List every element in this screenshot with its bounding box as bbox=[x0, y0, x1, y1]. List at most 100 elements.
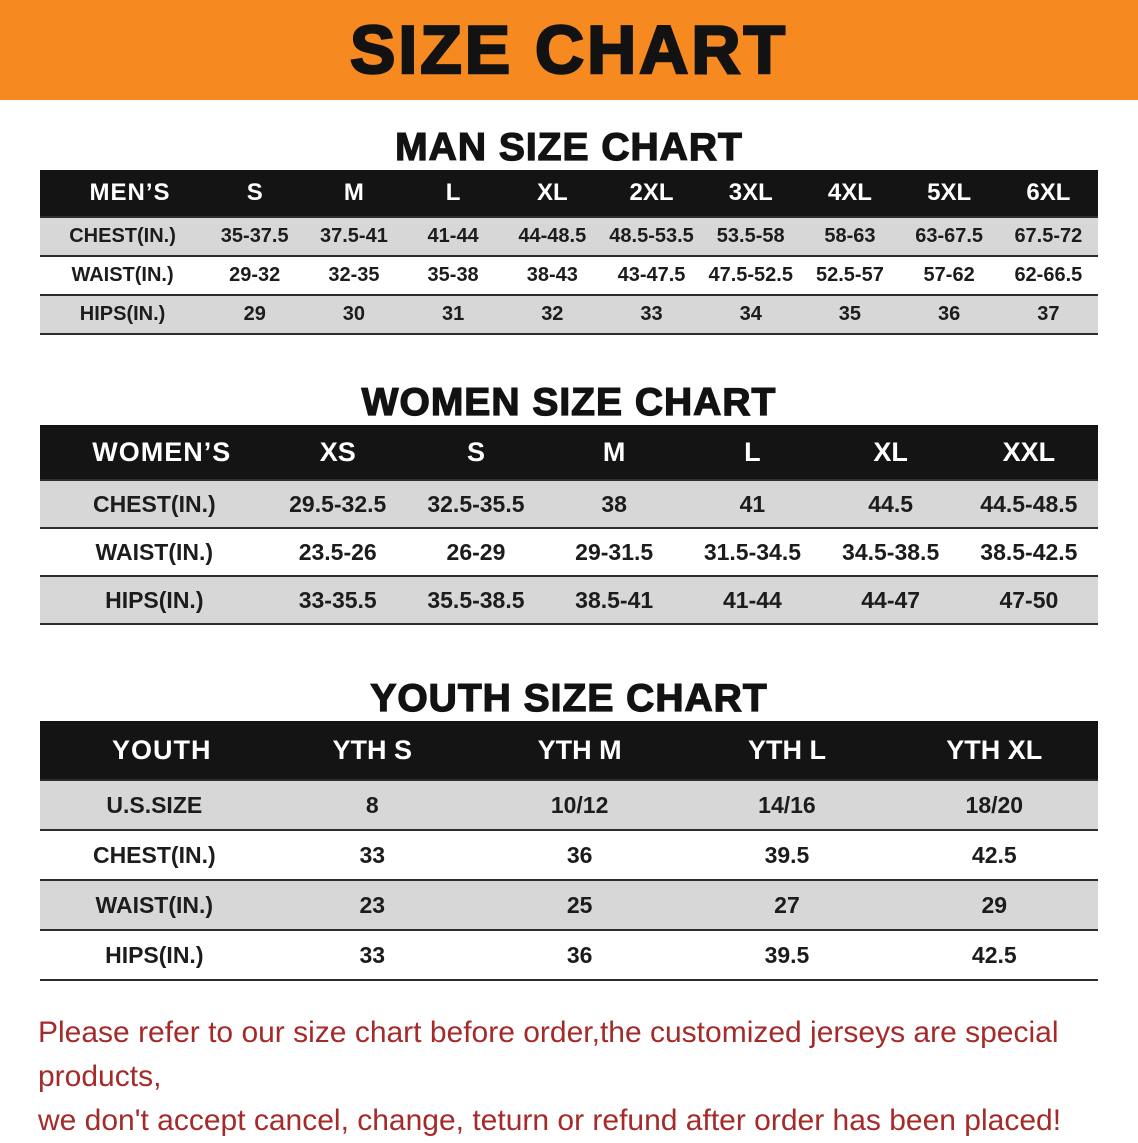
women-row-label: HIPS(IN.) bbox=[40, 575, 269, 624]
youth-row-label: U.S.SIZE bbox=[40, 779, 269, 830]
men-size-value-cell: 35-37.5 bbox=[205, 216, 305, 256]
women-table-header-row: WOMEN’S XS S M L XL XXL bbox=[40, 425, 1098, 480]
youth-measurement-row: WAIST(IN.) 23 25 27 29 bbox=[40, 879, 1098, 930]
women-size-value-cell: 44.5 bbox=[821, 479, 960, 528]
men-size-value-cell: 44-48.5 bbox=[502, 216, 602, 256]
women-measurement-row: CHEST(IN.) 29.5-32.5 32.5-35.5 38 41 44.5 44.5… bbox=[40, 479, 1098, 528]
women-size-value-cell: 38.5-42.5 bbox=[959, 527, 1098, 576]
men-row-label: CHEST(IN.) bbox=[40, 216, 206, 256]
men-size-value-cell: 62-66.5 bbox=[998, 255, 1098, 295]
men-size-value-cell: 47.5-52.5 bbox=[701, 255, 801, 295]
footer-disclaimer-line1: Please refer to our size chart before or… bbox=[38, 1016, 1059, 1093]
men-size-value-cell: 29 bbox=[205, 294, 305, 334]
footer-disclaimer: Please refer to our size chart before or… bbox=[38, 1011, 1114, 1143]
men-measurement-row: CHEST(IN.) 35-37.5 37.5-41 41-44 44-48.5 48.5… bbox=[40, 216, 1098, 256]
women-size-column-header: XXL bbox=[959, 425, 1098, 480]
men-size-value-cell: 41-44 bbox=[403, 216, 503, 256]
men-size-value-cell: 34 bbox=[701, 294, 801, 334]
youth-size-value-cell: 36 bbox=[475, 929, 684, 980]
youth-size-value-cell: 8 bbox=[268, 779, 476, 830]
men-size-value-cell: 48.5-53.5 bbox=[601, 216, 702, 256]
women-size-value-cell: 31.5-34.5 bbox=[683, 527, 822, 576]
women-size-column-header: S bbox=[406, 425, 546, 480]
women-size-table: WOMEN’S XS S M L XL XXL CHEST(IN.) 29.5-32.5 32.5… bbox=[40, 425, 1098, 625]
youth-row-label: WAIST(IN.) bbox=[40, 879, 269, 930]
men-measurement-row: WAIST(IN.) 29-32 32-35 35-38 38-43 43-47.5 47.… bbox=[40, 255, 1098, 295]
youth-size-value-cell: 42.5 bbox=[890, 829, 1098, 880]
men-size-value-cell: 29-32 bbox=[205, 255, 305, 295]
men-size-value-cell: 43-47.5 bbox=[601, 255, 702, 295]
youth-size-value-cell: 14/16 bbox=[683, 779, 891, 830]
youth-size-value-cell: 42.5 bbox=[890, 929, 1098, 980]
youth-size-column-header: YTH S bbox=[268, 721, 476, 780]
men-row-label: WAIST(IN.) bbox=[40, 255, 206, 295]
youth-table-header-row: YOUTH YTH S YTH M YTH L YTH XL bbox=[40, 721, 1098, 780]
youth-size-column-header: YTH M bbox=[475, 721, 684, 780]
men-size-value-cell: 30 bbox=[304, 294, 404, 334]
women-size-value-cell: 47-50 bbox=[959, 575, 1098, 624]
women-size-column-header: XS bbox=[268, 425, 407, 480]
youth-size-value-cell: 39.5 bbox=[683, 829, 891, 880]
men-row-label: HIPS(IN.) bbox=[40, 294, 206, 334]
youth-size-value-cell: 23 bbox=[268, 879, 476, 930]
men-table-title: MEN’S bbox=[40, 170, 206, 217]
youth-size-value-cell: 33 bbox=[268, 829, 476, 880]
men-size-value-cell: 58-63 bbox=[800, 216, 900, 256]
men-size-value-cell: 32 bbox=[502, 294, 602, 334]
men-size-column-header: 6XL bbox=[998, 170, 1098, 217]
youth-size-value-cell: 25 bbox=[475, 879, 684, 930]
men-table-header-row: MEN’S S M L XL 2XL 3XL 4XL 5XL 6XL bbox=[40, 170, 1098, 217]
men-size-column-header: XL bbox=[502, 170, 602, 217]
men-measurement-row: HIPS(IN.) 29 30 31 32 33 34 35 36 37 bbox=[40, 294, 1098, 334]
men-size-column-header: L bbox=[403, 170, 503, 217]
women-size-column-header: L bbox=[683, 425, 822, 480]
women-section-heading: WOMEN SIZE CHART bbox=[361, 380, 777, 424]
men-size-value-cell: 67.5-72 bbox=[998, 216, 1098, 256]
women-size-value-cell: 35.5-38.5 bbox=[406, 575, 546, 624]
youth-size-value-cell: 33 bbox=[268, 929, 476, 980]
men-size-value-cell: 35 bbox=[800, 294, 900, 334]
men-size-column-header: 5XL bbox=[899, 170, 999, 217]
women-size-value-cell: 29-31.5 bbox=[545, 527, 684, 576]
women-measurement-row: WAIST(IN.) 23.5-26 26-29 29-31.5 31.5-34.5 34… bbox=[40, 527, 1098, 576]
women-size-column-header: XL bbox=[821, 425, 960, 480]
youth-size-value-cell: 27 bbox=[683, 879, 891, 930]
youth-row-label: HIPS(IN.) bbox=[40, 929, 269, 980]
women-size-value-cell: 34.5-38.5 bbox=[821, 527, 960, 576]
youth-size-value-cell: 39.5 bbox=[683, 929, 891, 980]
women-table-title: WOMEN’S bbox=[40, 425, 269, 480]
men-size-table: MEN’S S M L XL 2XL 3XL 4XL 5XL 6XL CHEST(IN.) 35-37… bbox=[40, 170, 1098, 335]
men-size-value-cell: 31 bbox=[403, 294, 503, 334]
men-size-value-cell: 36 bbox=[899, 294, 999, 334]
men-size-value-cell: 52.5-57 bbox=[800, 255, 900, 295]
women-size-value-cell: 23.5-26 bbox=[268, 527, 407, 576]
youth-size-column-header: YTH XL bbox=[890, 721, 1098, 780]
youth-measurement-row: CHEST(IN.) 33 36 39.5 42.5 bbox=[40, 829, 1098, 880]
youth-row-label: CHEST(IN.) bbox=[40, 829, 269, 880]
women-size-value-cell: 38.5-41 bbox=[545, 575, 684, 624]
women-size-value-cell: 44-47 bbox=[821, 575, 960, 624]
men-size-value-cell: 53.5-58 bbox=[701, 216, 801, 256]
page-title: SIZE CHART bbox=[349, 12, 788, 88]
women-size-value-cell: 33-35.5 bbox=[268, 575, 407, 624]
women-size-value-cell: 41 bbox=[683, 479, 822, 528]
men-size-value-cell: 63-67.5 bbox=[899, 216, 999, 256]
youth-section-heading: YOUTH SIZE CHART bbox=[370, 676, 768, 720]
men-size-value-cell: 35-38 bbox=[403, 255, 503, 295]
men-size-column-header: M bbox=[304, 170, 404, 217]
women-row-label: CHEST(IN.) bbox=[40, 479, 269, 528]
youth-size-value-cell: 29 bbox=[890, 879, 1098, 930]
women-size-value-cell: 41-44 bbox=[683, 575, 822, 624]
women-measurement-row: HIPS(IN.) 33-35.5 35.5-38.5 38.5-41 41-44 44-… bbox=[40, 575, 1098, 624]
men-size-column-header: 2XL bbox=[601, 170, 702, 217]
women-size-column-header: M bbox=[545, 425, 684, 480]
youth-size-table: YOUTH YTH S YTH M YTH L YTH XL U.S.SIZE 8 10/12… bbox=[40, 721, 1098, 981]
women-size-value-cell: 38 bbox=[545, 479, 684, 528]
men-size-column-header: 4XL bbox=[800, 170, 900, 217]
youth-measurement-row: U.S.SIZE 8 10/12 14/16 18/20 bbox=[40, 779, 1098, 830]
men-size-value-cell: 37 bbox=[998, 294, 1098, 334]
men-size-column-header: 3XL bbox=[701, 170, 801, 217]
men-size-column-header: S bbox=[205, 170, 305, 217]
youth-size-column-header: YTH L bbox=[683, 721, 891, 780]
banner: SIZE CHART bbox=[0, 0, 1138, 100]
